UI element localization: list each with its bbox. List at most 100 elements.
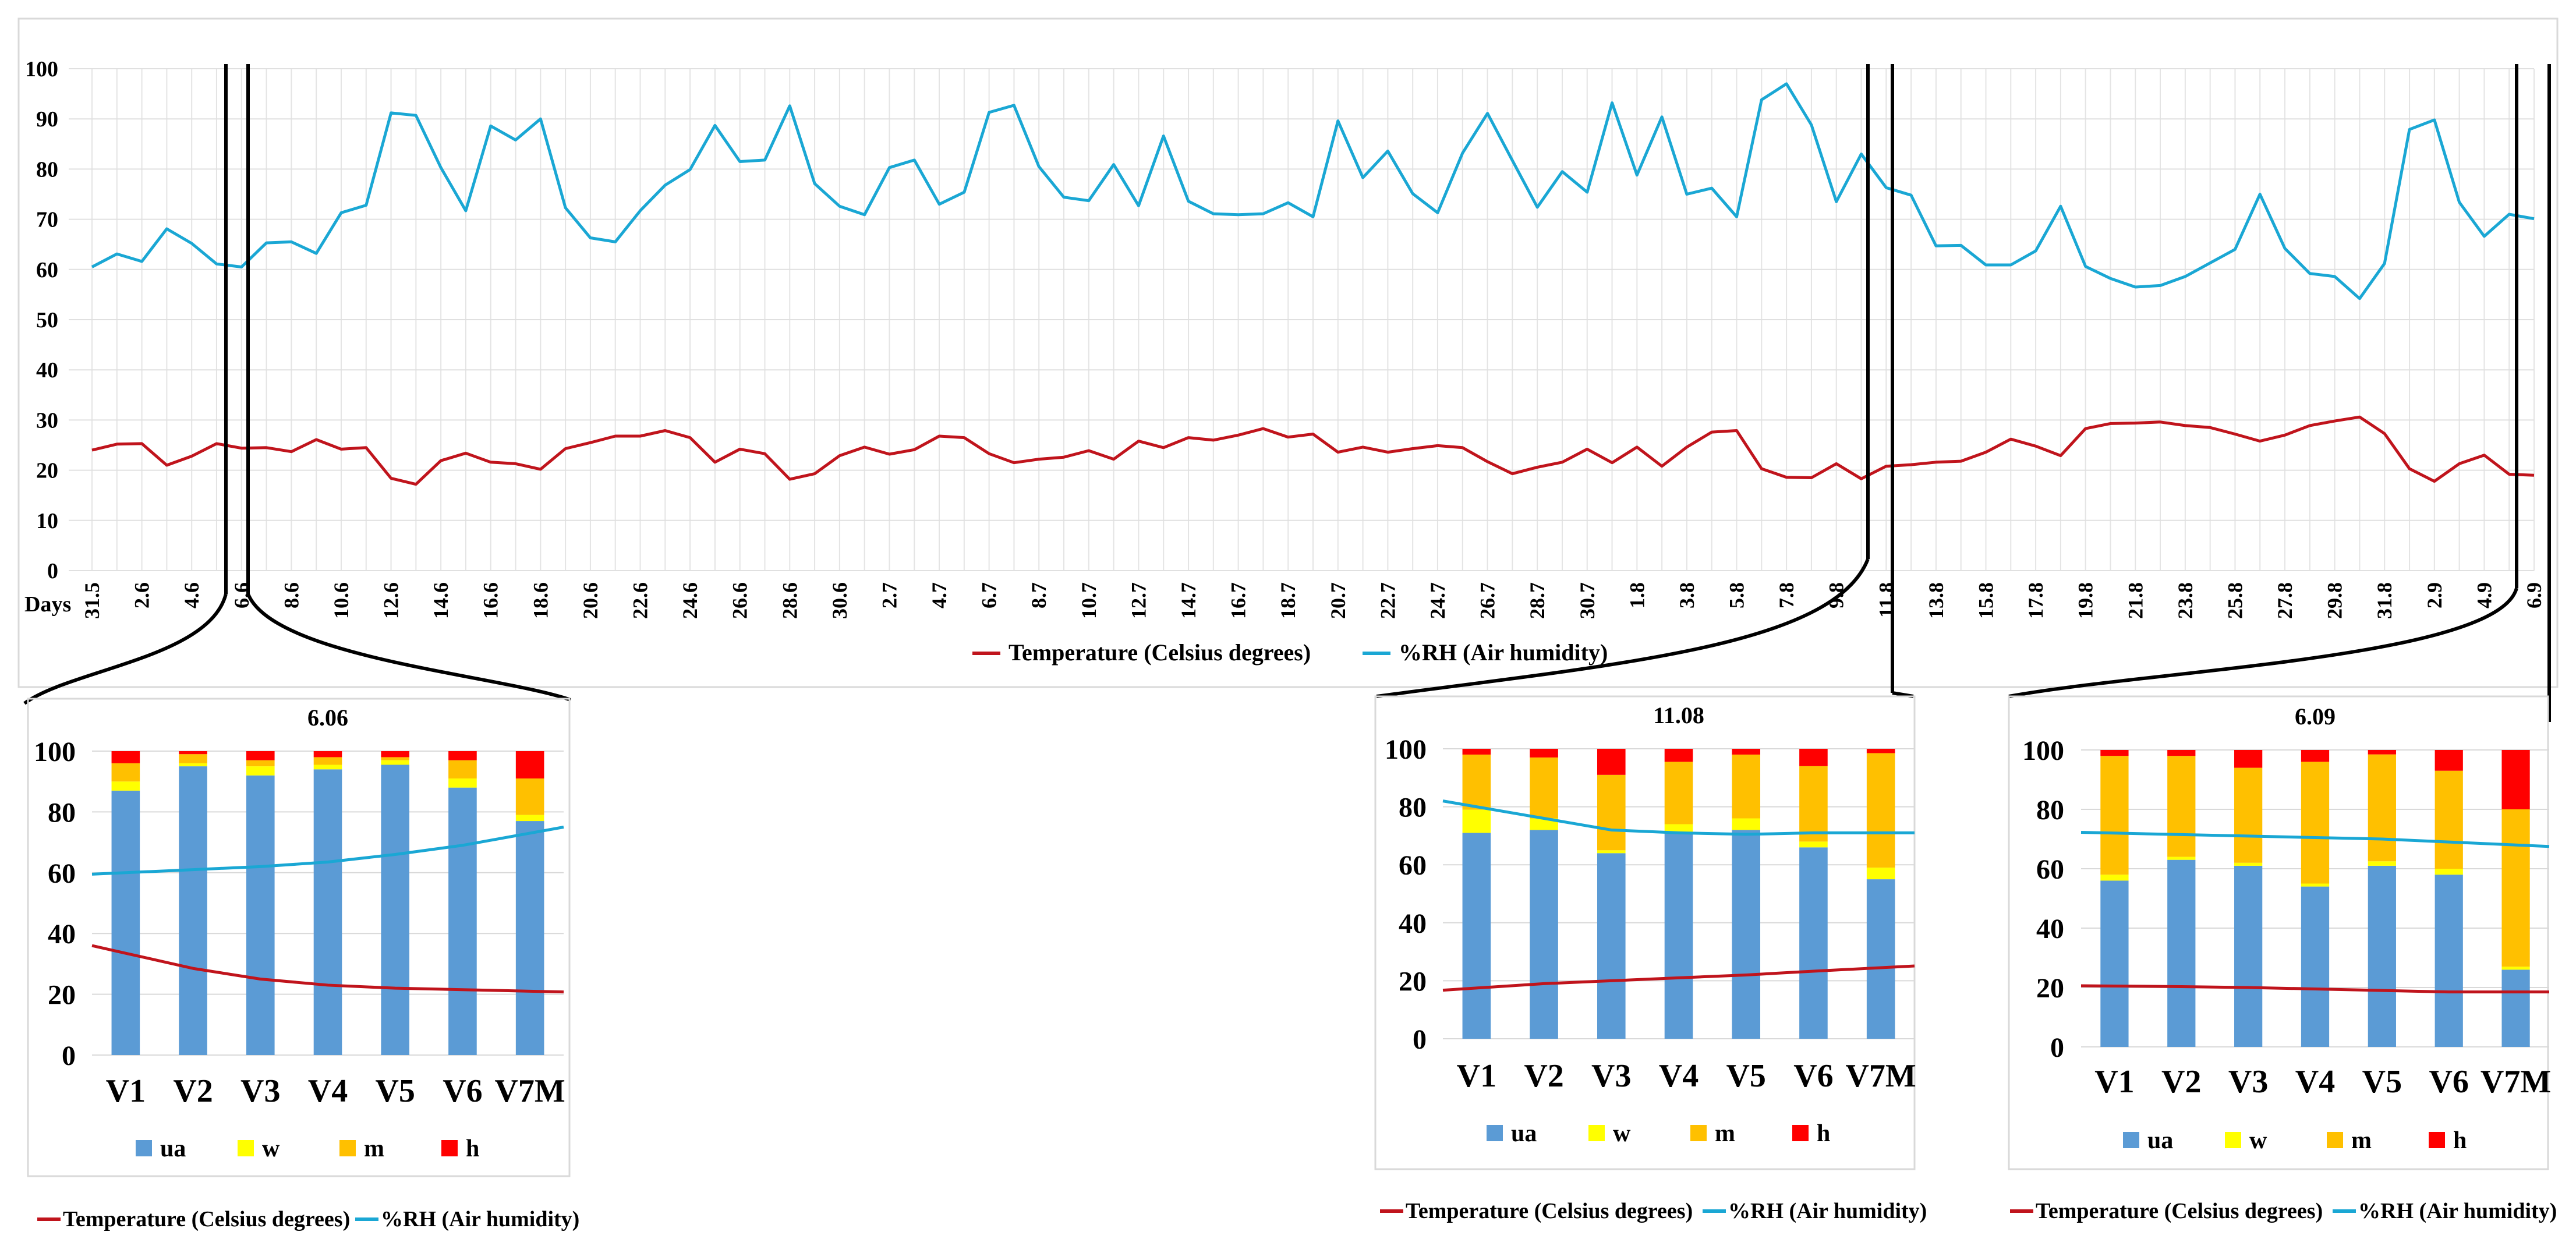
panel-category-label: V3 [1591, 1058, 1631, 1094]
panel-humidity-line [91, 826, 564, 876]
panel-legend-label: w [2249, 1127, 2267, 1154]
main-y-tick-label: 70 [36, 208, 58, 232]
bar-segment-m [2301, 762, 2330, 884]
panel-y-tick-label: 100 [1385, 734, 1427, 765]
panel-legend-label: h [2453, 1127, 2467, 1154]
zoom-curve-p1-left [23, 593, 228, 705]
main-x-tick-label: 5.8 [1725, 582, 1749, 608]
panel-legend-label: ua [160, 1135, 186, 1162]
bar-segment-ua [1664, 833, 1693, 1039]
bar-segment-ua [2301, 886, 2330, 1047]
main-y-tick-label: 80 [36, 157, 58, 182]
panel-temperature-line [2080, 984, 2549, 994]
main-x-tick-label: 4.9 [2472, 582, 2496, 608]
panel-category-label: V5 [1726, 1058, 1765, 1094]
panel-y-tick-label: 20 [1399, 966, 1427, 997]
bar-segment-h [246, 751, 275, 760]
main-x-tick-label: 4.6 [180, 582, 203, 608]
bar-segment-w [1462, 809, 1491, 833]
main-x-tick-label: 19.8 [2074, 582, 2097, 619]
bar-segment-h [2435, 750, 2463, 771]
main-x-tick-label: 13.8 [1924, 582, 1948, 619]
main-x-tick-label: 4.7 [928, 582, 951, 608]
panel-y-tick-label: 60 [2036, 854, 2064, 885]
panel-2-frame [1374, 695, 1916, 1170]
panel-y-tick-label: 80 [48, 797, 76, 828]
main-x-tick-label: 15.8 [1974, 582, 1997, 619]
panel-category-label: V7M [494, 1073, 565, 1109]
bar-segment-m [179, 754, 207, 763]
main-y-tick-label: 0 [47, 559, 58, 583]
panel-title: 6.06 [307, 705, 348, 731]
bar-segment-h [448, 751, 477, 760]
panel-category-label: V3 [240, 1073, 280, 1109]
bar-segment-h [2501, 750, 2530, 809]
bar-segment-m [246, 760, 275, 767]
bar-segment-ua [1597, 853, 1626, 1039]
bar-segment-m [111, 763, 140, 782]
panel-y-tick-label: 60 [48, 858, 76, 889]
panel-legend-label: m [2351, 1127, 2372, 1154]
panel-legend-swatch-m [339, 1140, 356, 1156]
main-x-tick-label: 10.7 [1077, 582, 1101, 619]
panel-legend-swatch-ua [2123, 1132, 2139, 1148]
panel-line-legend-label: Temperature (Celsius degrees) [2036, 1199, 2323, 1223]
bar-segment-m [2501, 809, 2530, 967]
panel-category-label: V2 [2161, 1064, 2201, 1100]
bar-segment-ua [2167, 859, 2196, 1047]
panel-1-bar-chart: 6.06 0 20 40 60 80 100 V1 V2 V3 V4 V5 V6 V7M ua w m h Temp… [34, 705, 579, 1231]
main-x-tick-label: 24.6 [678, 582, 702, 619]
bar-segment-h [2368, 750, 2396, 755]
panel-legend-label: w [1613, 1120, 1631, 1147]
bar-segment-m [2100, 756, 2129, 875]
bar-segment-ua [313, 769, 342, 1055]
main-x-tick-label: 2.7 [877, 582, 901, 608]
panel-y-tick-label: 100 [34, 737, 76, 767]
bar-segment-h [179, 751, 207, 755]
bar-segment-w [179, 763, 207, 767]
zoom-curve-p2-left [1376, 558, 1870, 698]
panel-title: 6.09 [2295, 703, 2336, 730]
bar-segment-m [1597, 774, 1626, 851]
bar-segment-h [515, 751, 544, 778]
main-x-tick-label: 10.6 [330, 582, 353, 619]
main-x-tick-label: 22.7 [1376, 582, 1399, 619]
main-x-tick-label: 12.6 [380, 582, 403, 619]
panel-line-legend-label: Temperature (Celsius degrees) [63, 1207, 350, 1231]
bar-segment-ua [246, 775, 275, 1055]
panel-temperature-line [91, 944, 564, 994]
main-y-tick-label: 10 [36, 509, 58, 533]
main-x-tick-label: 27.8 [2273, 582, 2297, 619]
bar-segment-ua [1732, 830, 1761, 1039]
bar-segment-ua [1866, 879, 1895, 1039]
main-y-tick-label: 20 [36, 459, 58, 483]
panel-y-tick-label: 0 [1413, 1024, 1427, 1055]
bar-segment-m [313, 757, 342, 765]
main-chart-frame [17, 17, 2559, 688]
panel-category-label: V2 [1524, 1058, 1563, 1094]
bar-segment-ua [2234, 865, 2263, 1047]
main-x-tick-label: 26.6 [728, 582, 752, 619]
panel-y-tick-label: 80 [1399, 792, 1427, 823]
main-x-tick-label: 2.9 [2423, 582, 2446, 608]
bar-segment-w [2435, 869, 2463, 875]
bar-segment-m [1866, 753, 1895, 868]
panel-legend-label: m [364, 1135, 384, 1162]
panel-category-label: V7M [1845, 1058, 1916, 1094]
panel-category-label: V4 [1659, 1058, 1699, 1094]
bar-segment-ua [111, 790, 140, 1055]
panel-legend-label: ua [2147, 1127, 2173, 1154]
main-y-tick-label: 60 [36, 258, 58, 282]
main-y-tick-label: 30 [36, 408, 58, 433]
bar-segment-w [1732, 818, 1761, 830]
main-x-tick-label: 25.8 [2223, 582, 2246, 619]
bar-segment-w [111, 781, 140, 791]
panel-legend-swatch-w [238, 1140, 254, 1156]
main-x-tick-label: 11.8 [1874, 582, 1898, 618]
panel-line-legend-label: Temperature (Celsius degrees) [1406, 1199, 1693, 1223]
main-x-tick-label: 8.6 [279, 582, 303, 608]
main-x-tick-label: 2.6 [130, 582, 154, 608]
panel-category-label: V6 [2429, 1064, 2468, 1100]
main-x-tick-label: 23.8 [2174, 582, 2197, 619]
main-x-tick-label: 30.7 [1576, 582, 1599, 619]
